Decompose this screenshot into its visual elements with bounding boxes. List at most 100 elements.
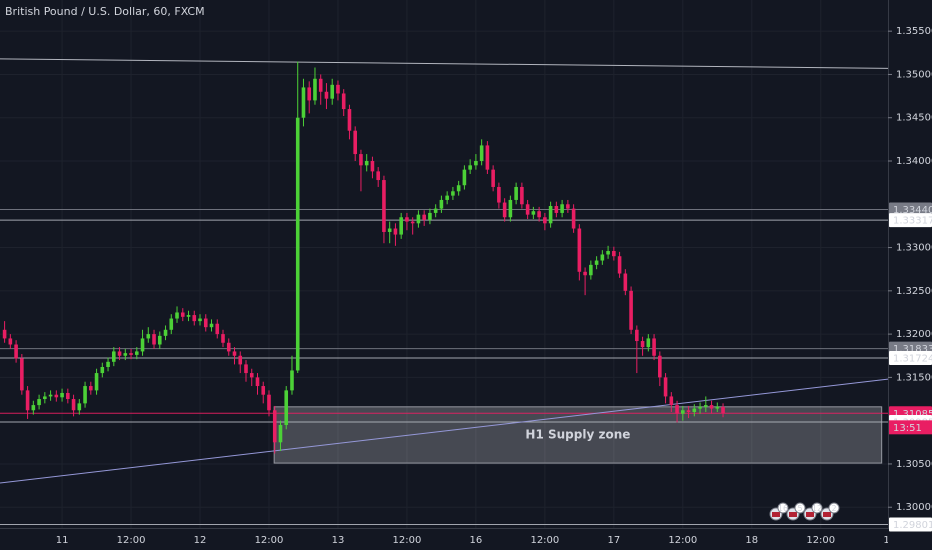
x-tick-label: 16	[470, 535, 483, 546]
x-tick-label: 18	[745, 535, 758, 546]
candle-body	[382, 180, 386, 232]
y-tick-label: 1.30000	[896, 502, 932, 513]
candle-body	[479, 145, 484, 161]
candle-body	[600, 254, 605, 261]
candle-body	[629, 290, 633, 330]
candle-body	[226, 342, 231, 352]
countdown: 13:51	[893, 423, 922, 434]
candle-body	[54, 394, 59, 398]
event-count: 16	[778, 504, 788, 513]
candle-body	[359, 154, 363, 166]
candle-body	[209, 323, 214, 328]
candle-body	[341, 93, 346, 110]
candle-body	[675, 405, 679, 414]
candle-body	[698, 406, 702, 409]
candle-body	[554, 206, 559, 213]
candle-body	[439, 199, 444, 209]
candle-body	[106, 361, 110, 368]
level-label-box	[889, 517, 932, 532]
candle-body	[715, 406, 720, 409]
candle-body	[330, 84, 335, 99]
candle-body	[468, 165, 472, 170]
event-count-bg	[777, 502, 789, 514]
y-tick-label: 1.35500	[896, 26, 932, 37]
candle-body	[589, 264, 593, 276]
candle-body	[129, 353, 133, 355]
candle-body	[324, 91, 329, 99]
candle-body	[94, 373, 99, 391]
candle-body	[48, 394, 53, 397]
candle-body	[428, 212, 432, 220]
candle-body	[249, 373, 254, 378]
zone-label: H1 Supply zone	[525, 427, 630, 441]
level-label: 1.33440	[893, 205, 932, 216]
candle-body	[290, 370, 294, 391]
candle-body	[272, 410, 277, 443]
trend-line	[0, 378, 889, 484]
candle-body	[140, 338, 145, 352]
candle-body	[117, 351, 122, 356]
candle-body	[531, 211, 536, 215]
candle-body	[617, 256, 622, 274]
candle-body	[267, 394, 271, 411]
candle-body	[560, 204, 564, 213]
x-tick-label: 11	[56, 535, 69, 546]
candle-body	[14, 344, 18, 359]
candle-body	[497, 186, 501, 203]
event-count: 12	[812, 504, 822, 513]
y-tick-label: 1.31500	[896, 372, 932, 383]
x-tick-label: 12:00	[117, 535, 146, 546]
candle-body	[692, 408, 697, 413]
candle-body	[31, 405, 36, 411]
candle-body	[566, 204, 570, 209]
candle-body	[623, 273, 628, 291]
candle-body	[261, 386, 266, 395]
candle-body	[8, 338, 13, 345]
candle-body	[543, 217, 547, 224]
candle-body	[198, 318, 202, 322]
candle-body	[313, 78, 317, 101]
candle-body	[583, 271, 587, 276]
candle-body	[284, 390, 289, 425]
candle-body	[25, 390, 30, 411]
candle-body	[238, 355, 243, 365]
candle-body	[422, 214, 426, 220]
event-count: 2	[831, 504, 836, 513]
candle-body	[571, 208, 576, 229]
event-count-bg	[811, 502, 823, 514]
candle-body	[405, 217, 409, 222]
candle-body	[221, 334, 225, 343]
countdown-box	[889, 420, 932, 435]
level-label: 1.31724	[893, 354, 932, 365]
price-scale	[888, 0, 932, 550]
x-tick-label: 17	[607, 535, 620, 546]
candle-body	[169, 318, 174, 330]
candle-body	[301, 87, 306, 118]
candle-body	[663, 377, 668, 397]
candle-body	[83, 386, 87, 404]
candle-body	[681, 410, 685, 414]
candle-body	[37, 399, 41, 406]
x-tick-label: 12	[194, 535, 207, 546]
candle-body	[433, 208, 438, 213]
candle-body	[393, 228, 398, 235]
candle-body	[307, 87, 312, 101]
level-label-box	[889, 202, 932, 217]
candle-body	[163, 329, 168, 336]
candle-body	[100, 367, 105, 374]
candle-body	[606, 251, 610, 255]
event-flag	[806, 512, 814, 517]
candle-body	[244, 364, 248, 374]
candle-body	[669, 396, 674, 406]
candle-body	[192, 315, 197, 322]
candle-body	[186, 315, 191, 317]
candle-body	[71, 399, 76, 411]
candle-body	[336, 84, 340, 94]
supply-zone	[273, 406, 883, 464]
candle-body	[43, 396, 47, 400]
candle-body	[525, 204, 530, 215]
candle-body	[502, 202, 507, 218]
candle-body	[491, 169, 495, 187]
